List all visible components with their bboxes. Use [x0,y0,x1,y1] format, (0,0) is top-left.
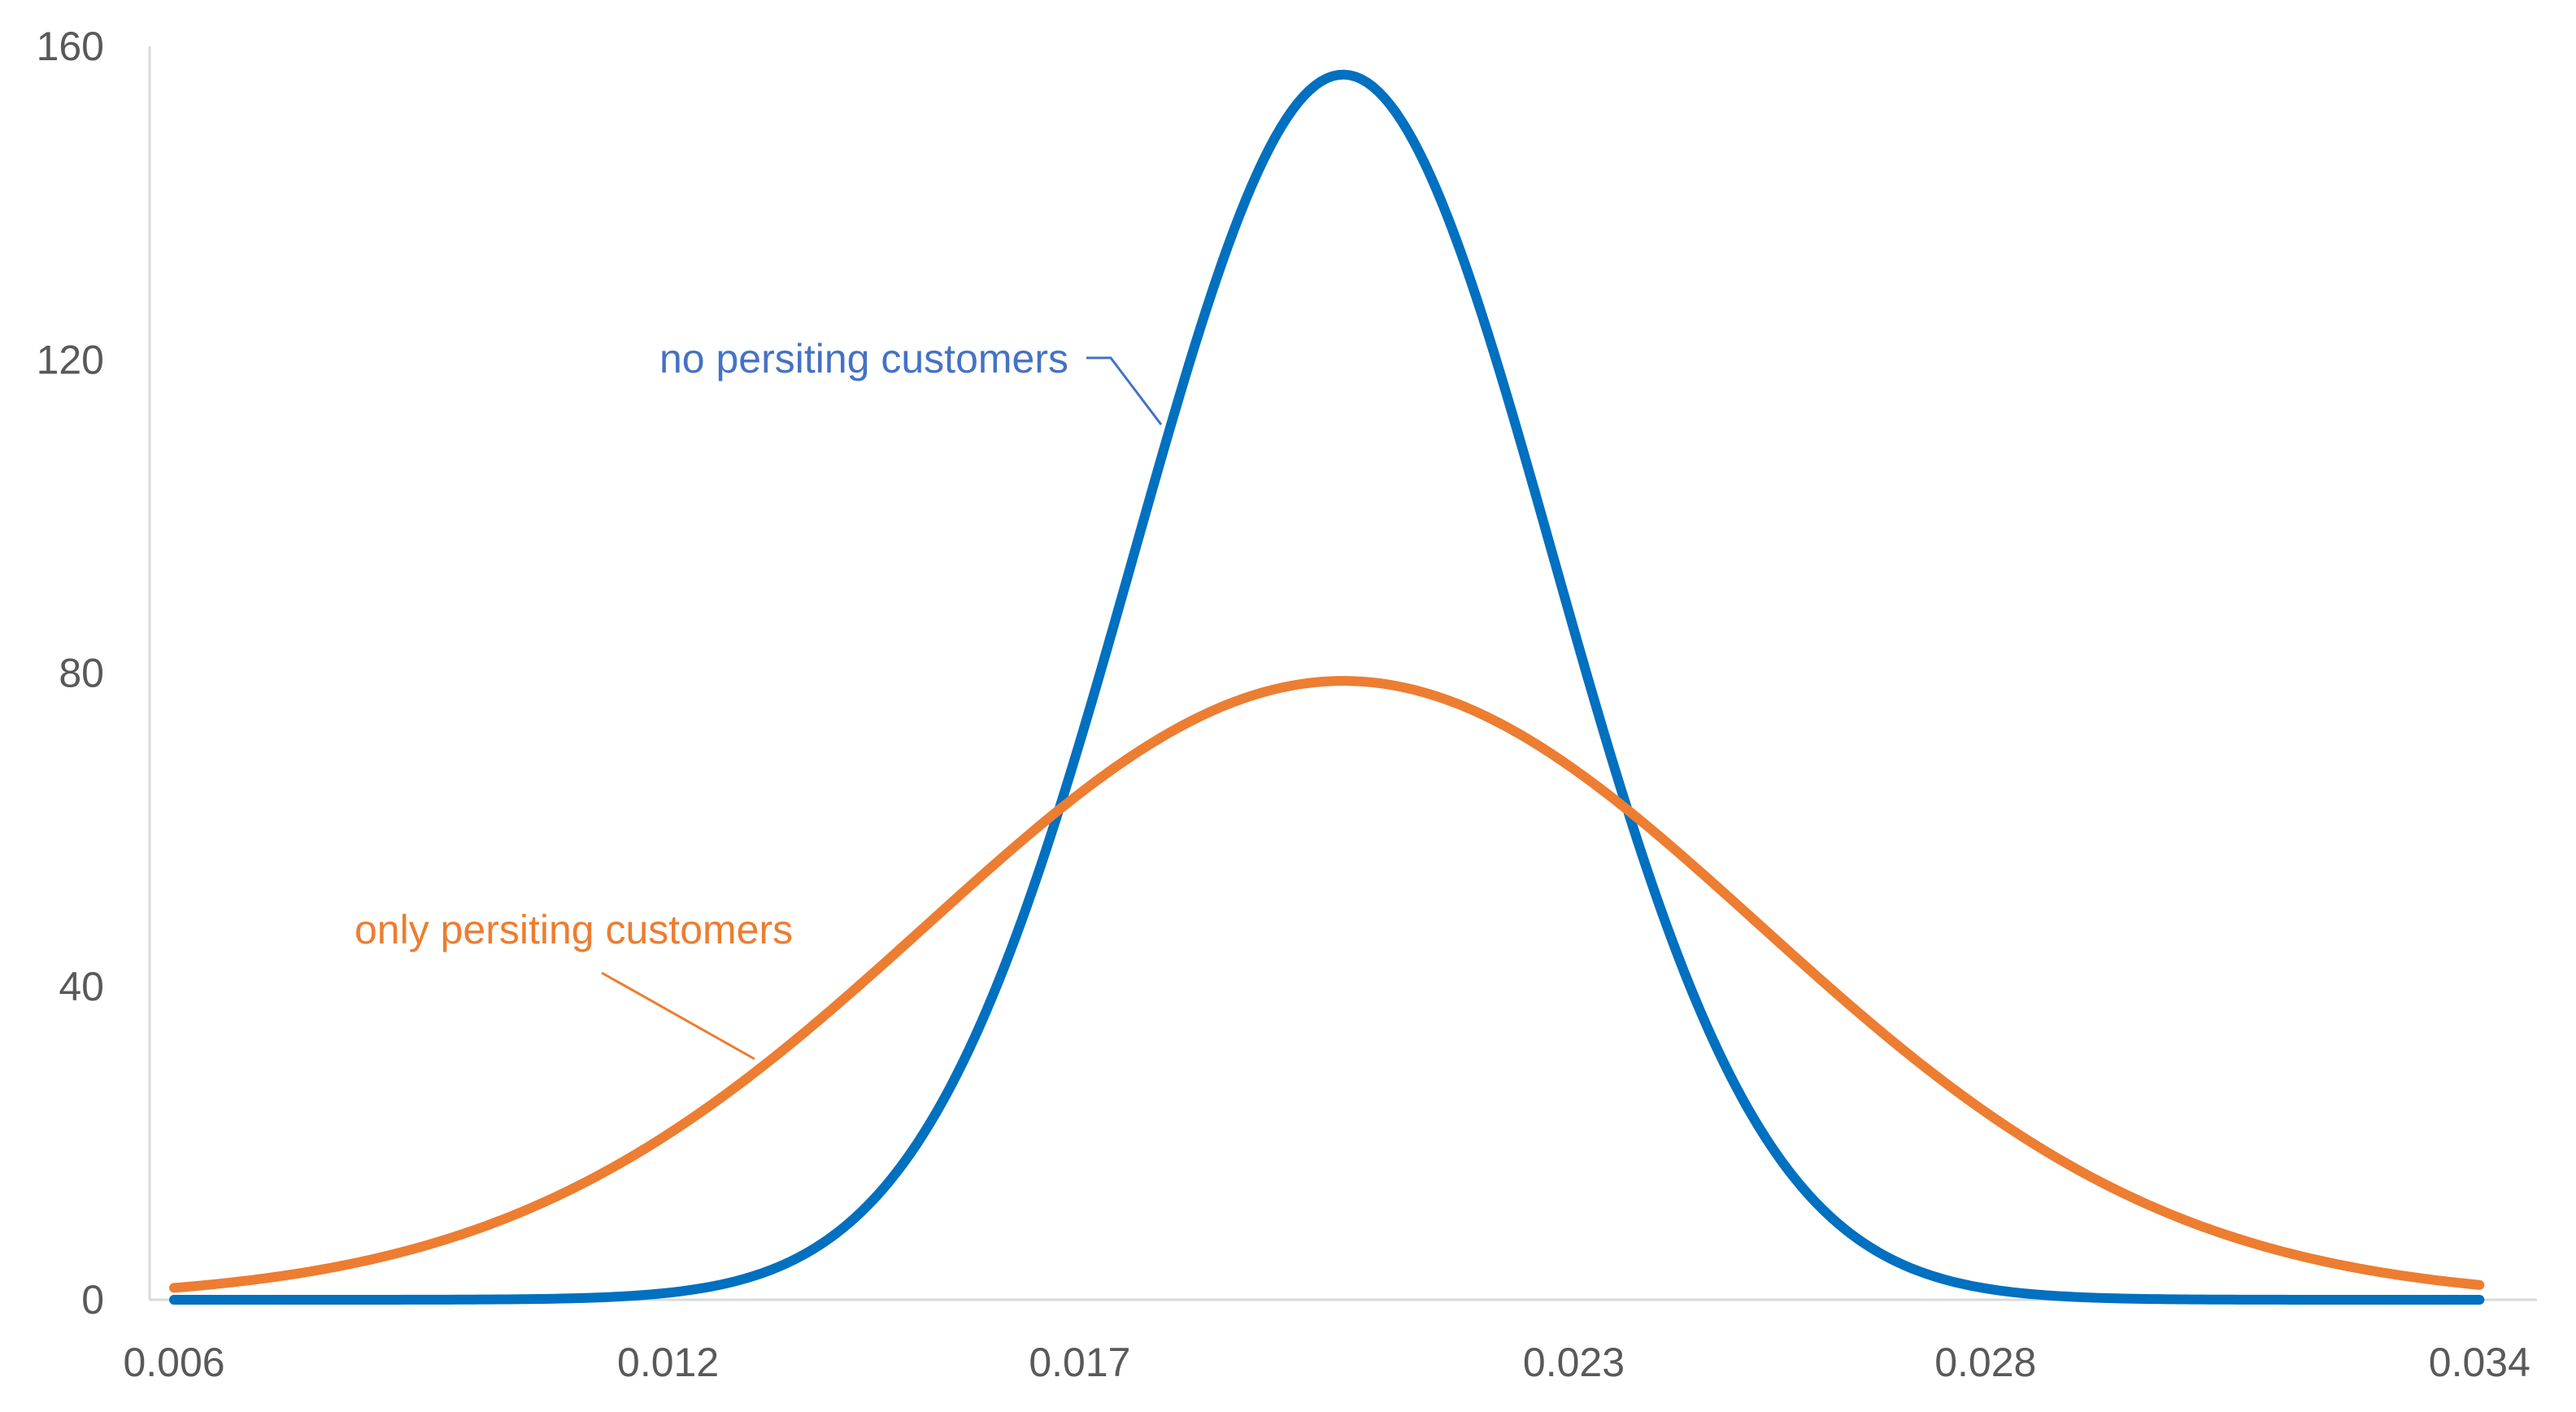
x-tick-label: 0.034 [2429,1340,2530,1385]
y-tick-label: 40 [59,964,104,1009]
series-line-no-persiting-customers [169,69,2485,1305]
series-label-only-persiting-customers: only persiting customers [355,907,793,952]
y-tick-label: 120 [37,337,104,382]
x-tick-label: 0.012 [617,1340,719,1385]
y-tick-label: 160 [37,24,104,69]
leader-line-only-persiting-customers [601,971,755,1061]
x-tick-label: 0.023 [1523,1340,1625,1385]
leader-line-no-persiting-customers [1086,356,1163,425]
series-line-only-persiting-customers [169,676,2485,1293]
series-label-no-persiting-customers: no persiting customers [659,336,1068,381]
y-tick-label: 0 [81,1277,104,1323]
y-tick-label: 80 [59,651,104,696]
x-tick-label: 0.006 [123,1340,224,1385]
x-tick-label: 0.017 [1029,1340,1130,1385]
series-lines [169,69,2485,1305]
series-annotations: no persiting customers only persiting cus… [355,336,1163,1061]
x-tick-label: 0.028 [1934,1340,2036,1385]
axes: 0 40 80 120 160 0.006 0.012 0.017 0.023 0.028 0.03… [37,24,2537,1385]
